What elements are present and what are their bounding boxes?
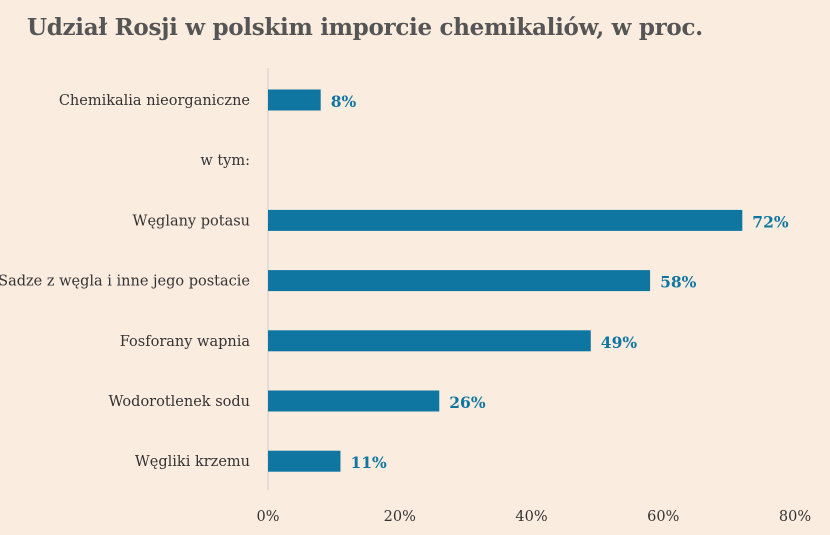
x-tick-label: 60%	[647, 509, 679, 525]
data-label: 11%	[350, 453, 387, 472]
bar	[268, 89, 321, 111]
bar	[268, 270, 651, 292]
category-label: Sadze z węgla i inne jego postacie	[0, 274, 250, 290]
bar	[268, 390, 440, 412]
category-label: Węglany potasu	[133, 213, 250, 229]
category-label: Węgliki krzemu	[135, 454, 250, 470]
category-label: Fosforany wapnia	[120, 334, 251, 350]
data-label: 49%	[601, 333, 638, 352]
data-label: 72%	[752, 212, 789, 231]
data-label: 58%	[660, 273, 697, 292]
data-label: 26%	[449, 393, 486, 412]
bar	[268, 450, 341, 472]
category-label: Wodorotlenek sodu	[109, 394, 250, 410]
data-label: 8%	[331, 92, 357, 111]
category-label: w tym:	[200, 153, 250, 169]
x-tick-label: 80%	[779, 509, 811, 525]
x-tick-label: 0%	[256, 509, 279, 525]
x-tick-label: 20%	[384, 509, 416, 525]
bar	[268, 209, 743, 231]
category-label: Chemikalia nieorganiczne	[59, 93, 250, 109]
chart-title: Udział Rosji w polskim imporcie chemikal…	[27, 14, 703, 41]
x-tick-label: 40%	[515, 509, 547, 525]
bar	[268, 330, 591, 352]
